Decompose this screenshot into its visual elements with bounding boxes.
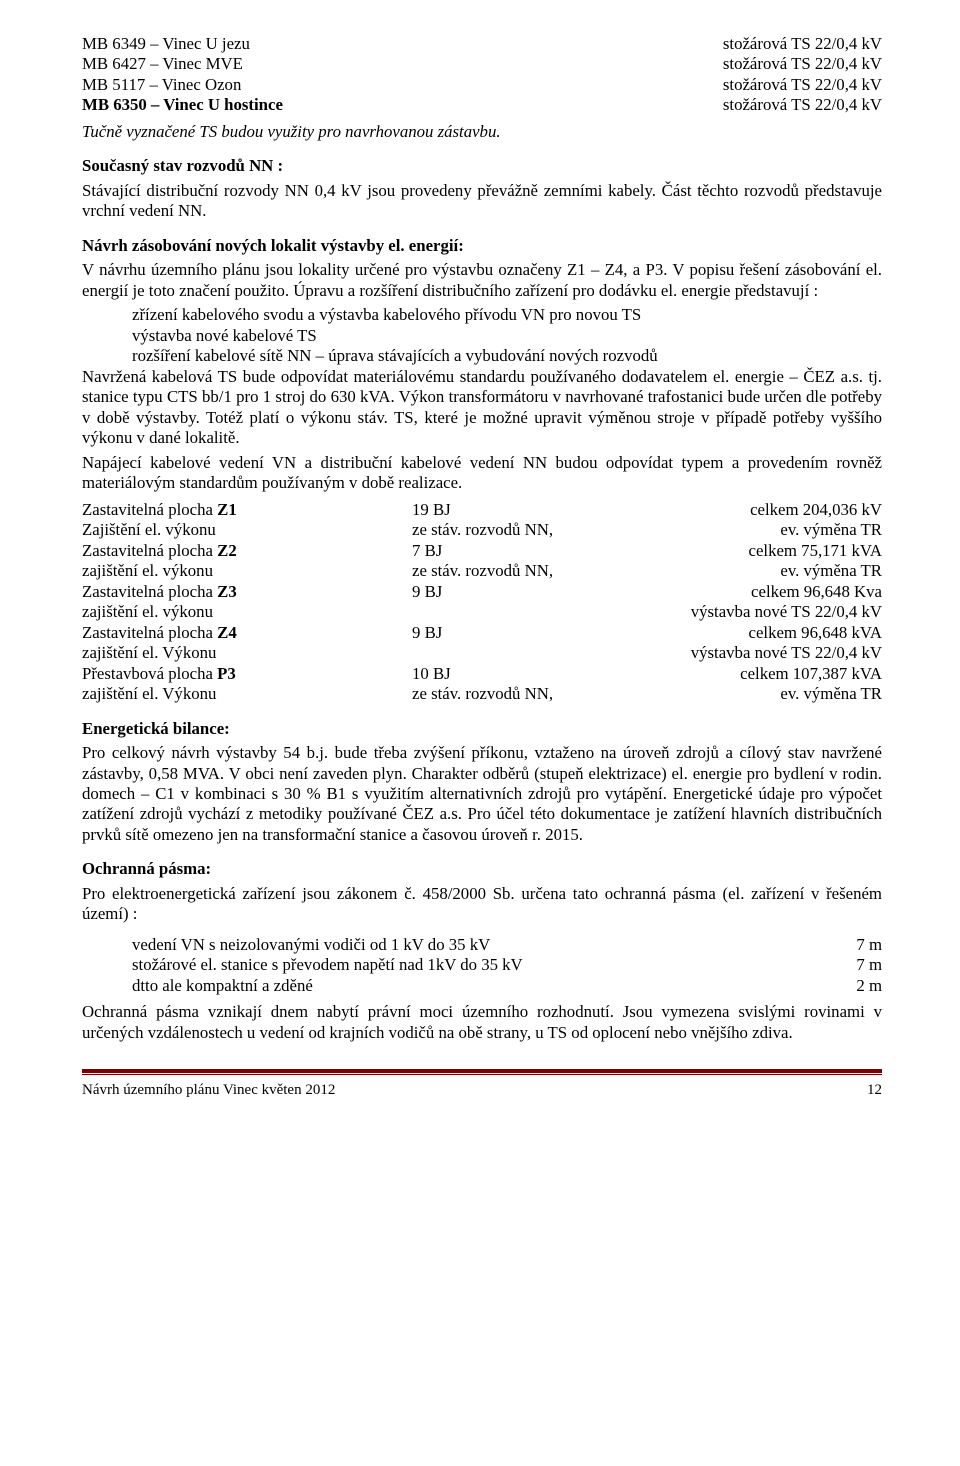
- ochr-text: dtto ale kompaktní a zděné: [82, 976, 832, 996]
- footer-rule-top: [82, 1069, 882, 1073]
- cell: 7 BJ: [412, 541, 677, 561]
- ts-code: MB 5117 – Vinec Ozon: [82, 75, 241, 95]
- ts-row: MB 6350 – Vinec U hostince stožárová TS …: [82, 95, 882, 115]
- ts-row: MB 6427 – Vinec MVE stožárová TS 22/0,4 …: [82, 54, 882, 74]
- bullet-list: zřízení kabelového svodu a výstavba kabe…: [82, 305, 882, 366]
- ts-row: MB 5117 – Vinec Ozon stožárová TS 22/0,4…: [82, 75, 882, 95]
- cell: zajištění el. výkonu: [82, 561, 213, 580]
- ochr-text: stožárové el. stanice s převodem napětí …: [82, 955, 832, 975]
- section-title-stav: Současný stav rozvodů NN :: [82, 156, 882, 176]
- cell: výstavba nové TS 22/0,4 kV: [677, 643, 882, 663]
- table-row: zajištění el. Výkonu ze stáv. rozvodů NN…: [82, 684, 882, 704]
- para-stav: Stávající distribuční rozvody NN 0,4 kV …: [82, 181, 882, 222]
- para-after-bullets2: Napájecí kabelové vedení VN a distribučn…: [82, 453, 882, 494]
- cell: ev. výměna TR: [677, 684, 882, 704]
- footer-page-number: 12: [867, 1081, 882, 1099]
- ochr-row: dtto ale kompaktní a zděné 2 m: [82, 976, 882, 996]
- cell: [412, 602, 677, 622]
- cell: celkem 75,171 kVA: [677, 541, 882, 561]
- ochr-row: stožárové el. stanice s převodem napětí …: [82, 955, 882, 975]
- ts-row: MB 6349 – Vinec U jezu stožárová TS 22/0…: [82, 34, 882, 54]
- cell: ev. výměna TR: [677, 561, 882, 581]
- ts-code: MB 6427 – Vinec MVE: [82, 54, 243, 74]
- page-footer: Návrh územního plánu Vinec květen 2012 1…: [82, 1069, 882, 1099]
- table-row: Zastavitelná plocha Z4 9 BJ celkem 96,64…: [82, 623, 882, 643]
- ts-code: MB 6350 – Vinec U hostince: [82, 95, 283, 115]
- cell: celkem 107,387 kVA: [677, 664, 882, 684]
- ochr-dist: 7 m: [832, 935, 882, 955]
- ochr-row: vedení VN s neizolovanými vodiči od 1 kV…: [82, 935, 882, 955]
- cell: zajištění el. Výkonu: [82, 643, 216, 662]
- ts-type: stožárová TS 22/0,4 kV: [723, 34, 882, 54]
- para-bilance: Pro celkový návrh výstavby 54 b.j. bude …: [82, 743, 882, 845]
- cell: výstavba nové TS 22/0,4 kV: [677, 602, 882, 622]
- cell: 10 BJ: [412, 664, 677, 684]
- cell: Přestavbová plocha: [82, 664, 217, 683]
- bullet-item: rozšíření kabelové sítě NN – úprava stáv…: [132, 346, 882, 366]
- cell: ev. výměna TR: [677, 520, 882, 540]
- cell: 9 BJ: [412, 582, 677, 602]
- ts-type: stožárová TS 22/0,4 kV: [723, 75, 882, 95]
- para-ochranna-2: Ochranná pásma vznikají dnem nabytí práv…: [82, 1002, 882, 1043]
- table-row: Přestavbová plocha P3 10 BJ celkem 107,3…: [82, 664, 882, 684]
- cell-bold: P3: [217, 664, 236, 683]
- table-row: zajištění el. výkonu ze stáv. rozvodů NN…: [82, 561, 882, 581]
- section-title-bilance: Energetická bilance:: [82, 719, 882, 739]
- cell-bold: Z4: [217, 623, 237, 642]
- section-title-ochranna: Ochranná pásma:: [82, 859, 882, 879]
- cell: 9 BJ: [412, 623, 677, 643]
- cell: [412, 643, 677, 663]
- cell: Zastavitelná plocha: [82, 500, 217, 519]
- table-row: Zastavitelná plocha Z3 9 BJ celkem 96,64…: [82, 582, 882, 602]
- cell: Zastavitelná plocha: [82, 541, 217, 560]
- ochr-dist: 7 m: [832, 955, 882, 975]
- cell-bold: Z3: [217, 582, 237, 601]
- ts-list: MB 6349 – Vinec U jezu stožárová TS 22/0…: [82, 34, 882, 116]
- cell: zajištění el. Výkonu: [82, 684, 216, 703]
- ts-code: MB 6349 – Vinec U jezu: [82, 34, 250, 54]
- cell: ze stáv. rozvodů NN,: [412, 520, 677, 540]
- ochr-dist: 2 m: [832, 976, 882, 996]
- footer-left: Návrh územního plánu Vinec květen 2012: [82, 1081, 335, 1099]
- para-navrh: V návrhu územního plánu jsou lokality ur…: [82, 260, 882, 301]
- cell: Zastavitelná plocha: [82, 623, 217, 642]
- cell: celkem 204,036 kV: [677, 500, 882, 520]
- cell: Zastavitelná plocha: [82, 582, 217, 601]
- table-row: Zastavitelná plocha Z1 19 BJ celkem 204,…: [82, 500, 882, 520]
- cell: ze stáv. rozvodů NN,: [412, 561, 677, 581]
- cell-bold: Z1: [217, 500, 237, 519]
- cell-bold: Z2: [217, 541, 237, 560]
- italic-note: Tučně vyznačené TS budou využity pro nav…: [82, 122, 882, 142]
- table-row: zajištění el. výkonu výstavba nové TS 22…: [82, 602, 882, 622]
- para-after-bullets: Navržená kabelová TS bude odpovídat mate…: [82, 367, 882, 449]
- table-row: zajištění el. Výkonu výstavba nové TS 22…: [82, 643, 882, 663]
- footer-rule-bottom: [82, 1074, 882, 1075]
- ochr-text: vedení VN s neizolovanými vodiči od 1 kV…: [82, 935, 832, 955]
- bullet-item: zřízení kabelového svodu a výstavba kabe…: [132, 305, 882, 325]
- cell: celkem 96,648 kVA: [677, 623, 882, 643]
- table-row: Zastavitelná plocha Z2 7 BJ celkem 75,17…: [82, 541, 882, 561]
- table-row: Zajištění el. výkonu ze stáv. rozvodů NN…: [82, 520, 882, 540]
- bullet-item: výstavba nové kabelové TS: [132, 326, 882, 346]
- cell: 19 BJ: [412, 500, 677, 520]
- section-title-navrh: Návrh zásobování nových lokalit výstavby…: [82, 236, 882, 256]
- cell: ze stáv. rozvodů NN,: [412, 684, 677, 704]
- cell: celkem 96,648 Kva: [677, 582, 882, 602]
- allocation-table: Zastavitelná plocha Z1 19 BJ celkem 204,…: [82, 500, 882, 705]
- cell: zajištění el. výkonu: [82, 602, 213, 621]
- para-ochranna-1: Pro elektroenergetická zařízení jsou zák…: [82, 884, 882, 925]
- ochranna-list: vedení VN s neizolovanými vodiči od 1 kV…: [82, 935, 882, 996]
- cell: Zajištění el. výkonu: [82, 520, 216, 539]
- ts-type: stožárová TS 22/0,4 kV: [723, 95, 882, 115]
- ts-type: stožárová TS 22/0,4 kV: [723, 54, 882, 74]
